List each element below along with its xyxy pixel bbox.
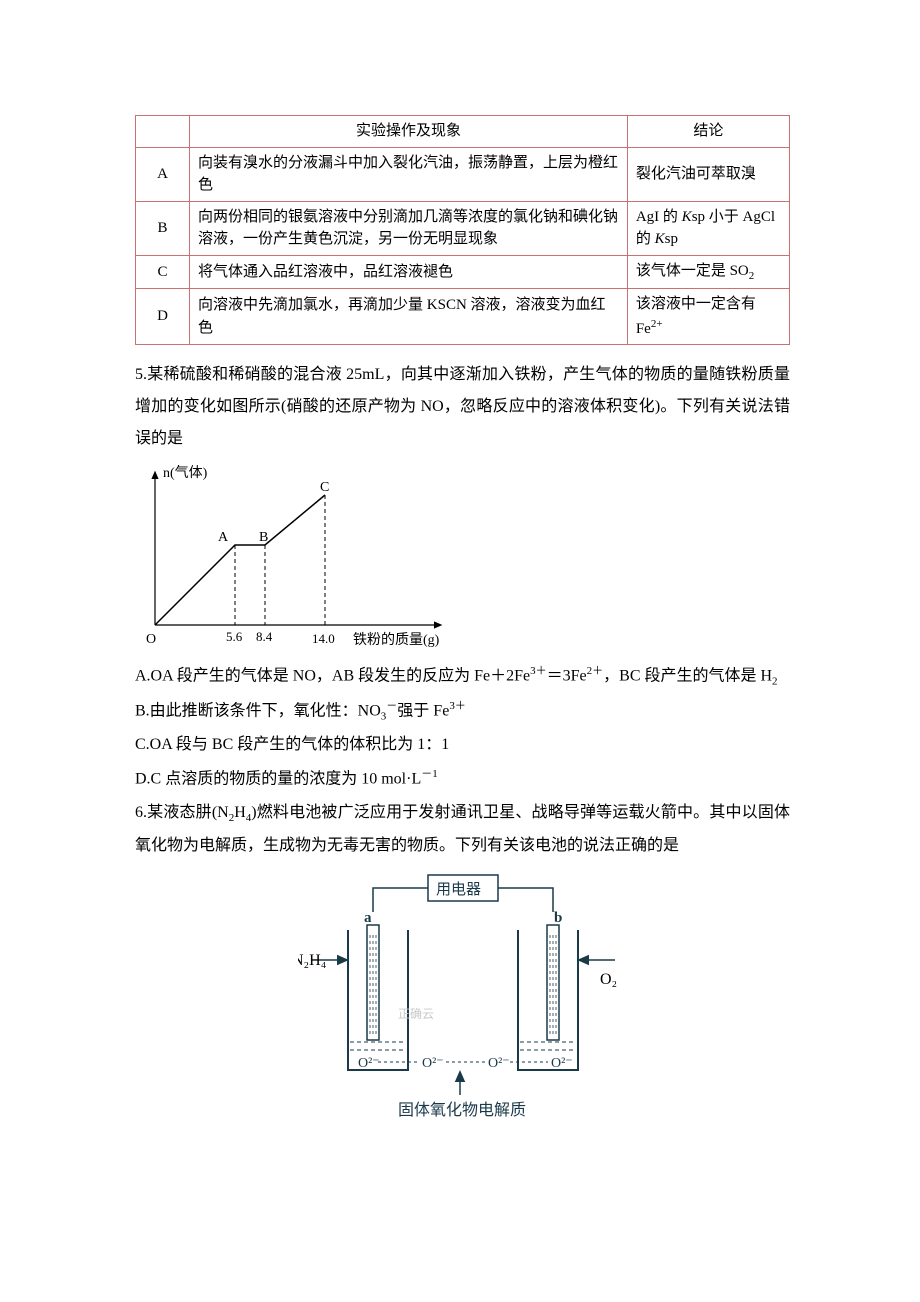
- origin-label: O: [146, 632, 156, 647]
- xtick-2: 8.4: [256, 629, 273, 644]
- table-row: C 将气体通入品红溶液中，品红溶液褪色 该气体一定是 SO2: [136, 255, 790, 289]
- q5-stem: 5.某稀硫酸和稀硝酸的混合液 25mL，向其中逐渐加入铁粉，产生气体的物质的量随…: [135, 359, 790, 455]
- o2minus-label-1: O²⁻: [358, 1056, 380, 1071]
- xlabel: 铁粉的质量(g): [353, 632, 440, 648]
- table-row: B 向两份相同的银氨溶液中分别滴加几滴等浓度的氯化钠和碘化钠溶液，一份产生黄色沉…: [136, 201, 790, 255]
- watermark: 正确云: [398, 1007, 434, 1021]
- row-conc: 该溶液中一定含有 Fe2+: [627, 289, 789, 345]
- a-label: a: [364, 910, 372, 926]
- ylabel: n(气体): [163, 465, 208, 481]
- q5-optA: A.OA 段产生的气体是 NO，AB 段发生的反应为 Fe＋2Fe3＋＝3Fe2…: [135, 660, 790, 693]
- row-op: 将气体通入品红溶液中，品红溶液褪色: [190, 255, 628, 289]
- point-B-label: B: [259, 530, 268, 545]
- q5-optC: C.OA 段与 BC 段产生的气体的体积比为 1：1: [135, 729, 790, 761]
- point-C-label: C: [320, 480, 329, 495]
- o2minus-label-2: O²⁻: [422, 1056, 444, 1071]
- table-row: A 向装有溴水的分液漏斗中加入裂化汽油，振荡静置，上层为橙红色 裂化汽油可萃取溴: [136, 147, 790, 201]
- row-conc: AgI 的 Ksp 小于 AgCl 的 Ksp: [627, 201, 789, 255]
- device-label: 用电器: [436, 881, 481, 898]
- row-op: 向装有溴水的分液漏斗中加入裂化汽油，振荡静置，上层为橙红色: [190, 147, 628, 201]
- row-op: 向溶液中先滴加氯水，再滴加少量 KSCN 溶液，溶液变为血红色: [190, 289, 628, 345]
- q5-optB: B.由此推断该条件下，氧化性：NO3－强于 Fe3＋: [135, 695, 790, 728]
- table-row: D 向溶液中先滴加氯水，再滴加少量 KSCN 溶液，溶液变为血红色 该溶液中一定…: [136, 289, 790, 345]
- row-label: D: [136, 289, 190, 345]
- b-label: b: [554, 910, 562, 926]
- experiment-table: 实验操作及现象 结论 A 向装有溴水的分液漏斗中加入裂化汽油，振荡静置，上层为橙…: [135, 115, 790, 345]
- q5-chart: n(气体) A B C 5.6 8.4 14.0 O 铁粉的质量(g): [135, 465, 790, 658]
- table-header-op: 实验操作及现象: [190, 116, 628, 148]
- o2minus-label-4: O²⁻: [551, 1056, 573, 1071]
- electrolyte-label: 固体氧化物电解质: [398, 1101, 526, 1119]
- o2-label: O₂: [600, 971, 617, 988]
- n2h4-label: N₂H₄: [298, 952, 327, 969]
- row-op: 向两份相同的银氨溶液中分别滴加几滴等浓度的氯化钠和碘化钠溶液，一份产生黄色沉淀，…: [190, 201, 628, 255]
- xtick-1: 5.6: [226, 629, 243, 644]
- table-header-blank: [136, 116, 190, 148]
- q5-optD: D.C 点溶质的物质的量的浓度为 10 mol·L－1: [135, 763, 790, 795]
- table-header-conc: 结论: [627, 116, 789, 148]
- row-conc: 裂化汽油可萃取溴: [627, 147, 789, 201]
- row-label: B: [136, 201, 190, 255]
- q6-stem: 6.某液态肼(N2H4)燃料电池被广泛应用于发射通讯卫星、战略导弹等运载火箭中。…: [135, 797, 790, 861]
- o2minus-label-3: O²⁻: [488, 1056, 510, 1071]
- q6-diagram: 用电器 a b N₂H₄ O₂ 正确云: [298, 870, 628, 1133]
- row-label: A: [136, 147, 190, 201]
- row-conc: 该气体一定是 SO2: [627, 255, 789, 289]
- xtick-3: 14.0: [312, 631, 335, 646]
- row-label: C: [136, 255, 190, 289]
- point-A-label: A: [218, 530, 229, 545]
